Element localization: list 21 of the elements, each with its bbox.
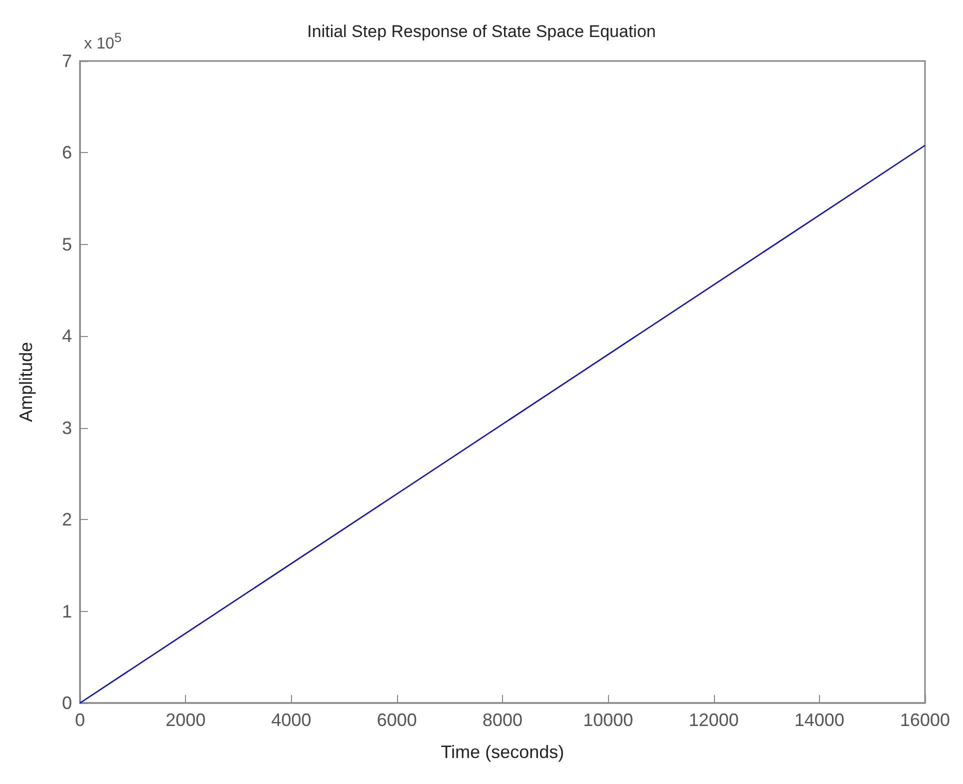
y-tick-label: 2 [62, 510, 72, 530]
y-tick-label: 6 [62, 142, 72, 163]
y-tick-label: 7 [62, 51, 72, 71]
y-tick-label: 3 [62, 418, 72, 438]
chart-title: Initial Step Response of State Space Equation [307, 22, 656, 41]
y-tick-label: 1 [62, 601, 72, 622]
x-tick-label: 0 [74, 710, 86, 730]
y-tick-label: 5 [62, 234, 72, 254]
x-axis-title: Time (seconds) [440, 742, 564, 762]
x-tick-label: 10000 [583, 710, 634, 730]
x-tick-label: 16000 [900, 710, 950, 730]
x-tick-label: 8000 [482, 710, 523, 730]
y-tick-label: 4 [62, 326, 72, 346]
x-tick-label: 2000 [166, 710, 206, 730]
y-tick-label: 0 [62, 693, 72, 713]
x-tick-label: 12000 [688, 710, 739, 730]
y-axis-title: Amplitude [16, 342, 36, 422]
x-tick-label: 4000 [271, 710, 312, 730]
x-tick-label: 6000 [376, 710, 417, 730]
text: x 10$^{5}$ [84, 30, 122, 54]
x-tick-label: 14000 [794, 710, 844, 730]
